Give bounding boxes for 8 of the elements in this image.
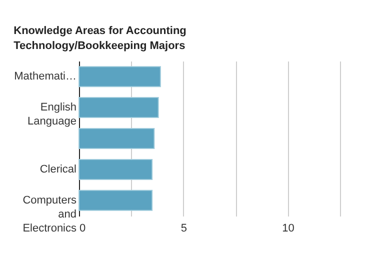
y-tick-label: Computers and Electronics [22,194,77,234]
x-tick-label: 0 [80,222,86,234]
x-tick-label: 10 [282,222,294,234]
y-tick-label: Mathemati… [14,70,76,83]
chart-title: Knowledge Areas for Accounting Technology/Bookkeeping Majors [14,25,186,52]
y-tick-label: Clerical [40,163,76,176]
y-tick-label: English Language [28,102,76,128]
x-tick-label: 5 [180,222,187,234]
